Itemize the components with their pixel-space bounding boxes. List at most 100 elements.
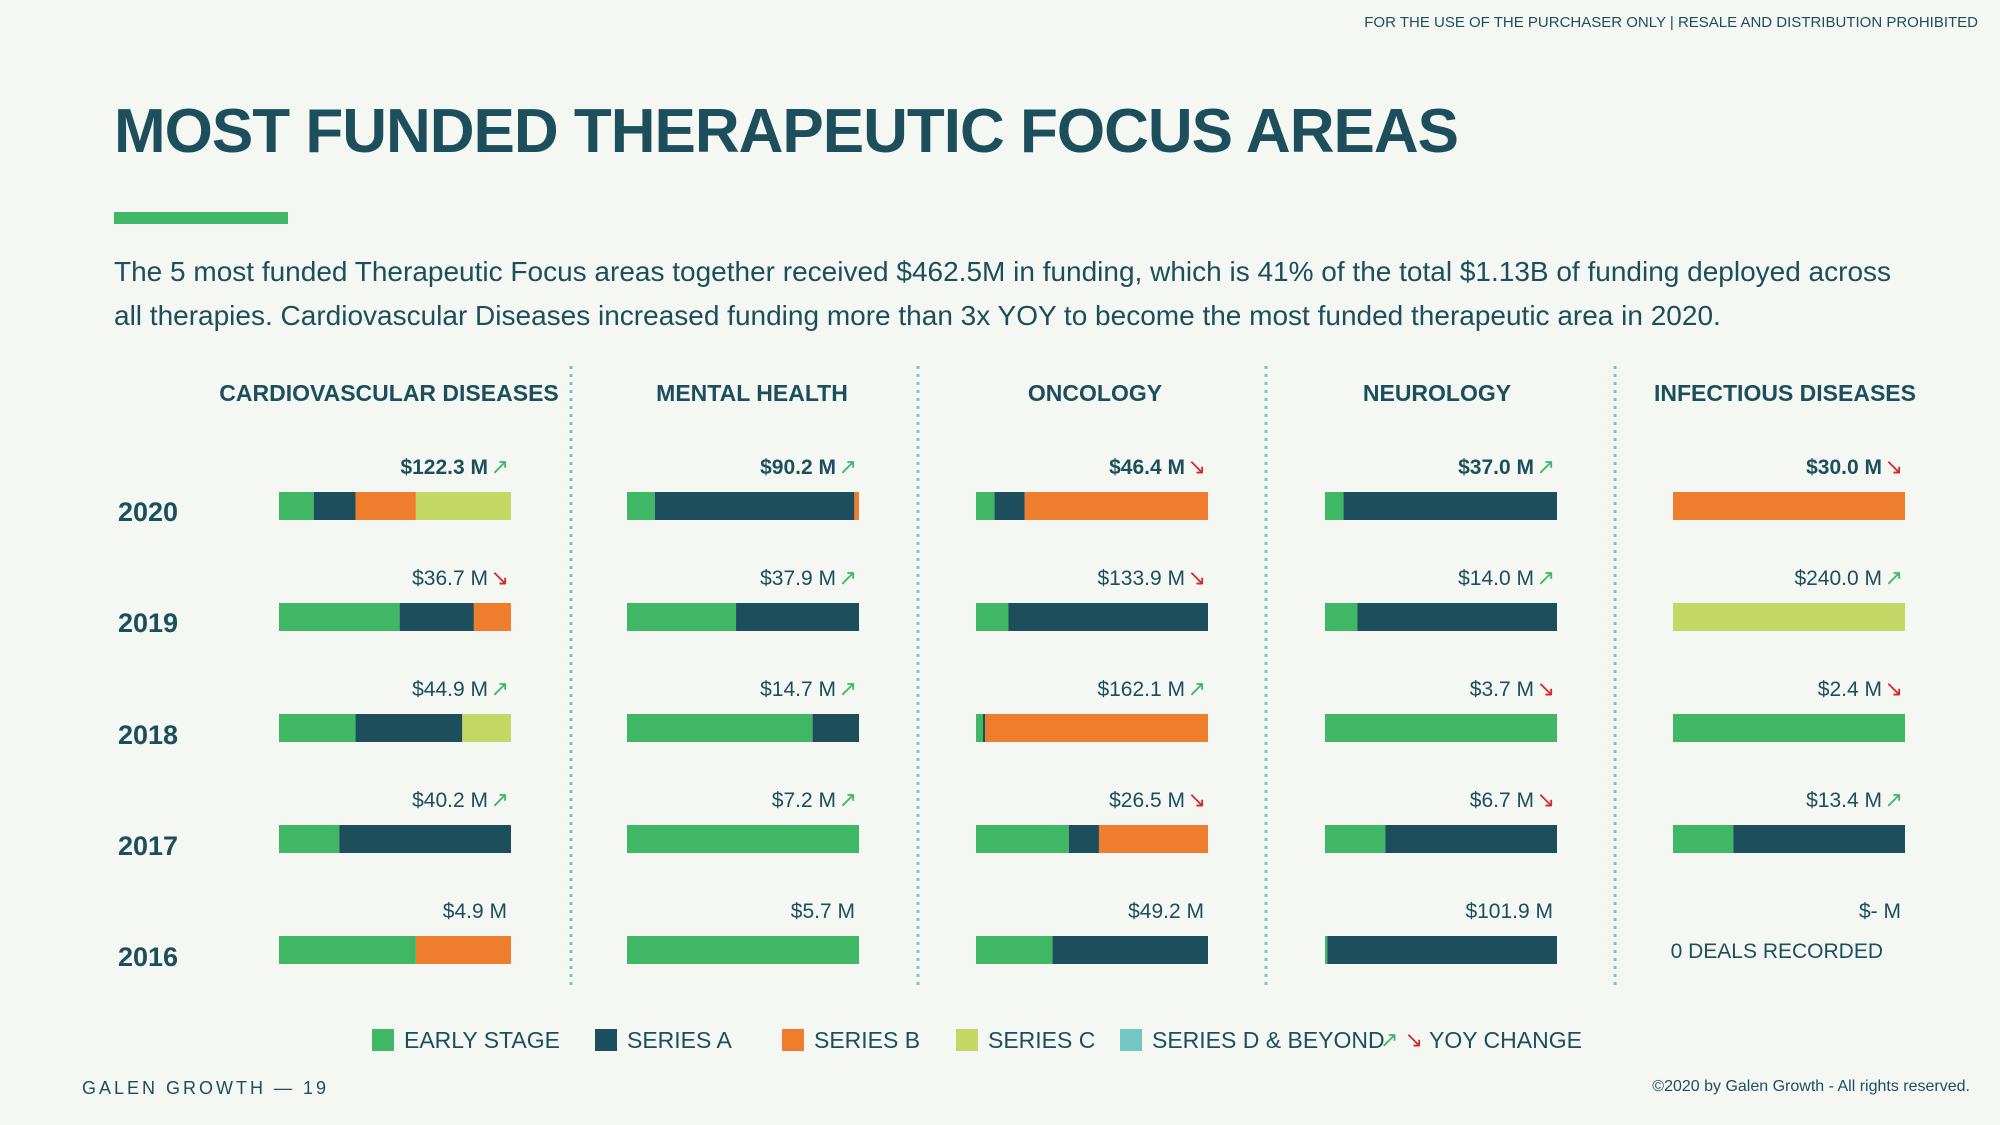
trend-up-icon: ↗ bbox=[839, 676, 857, 701]
panel-header: MENTAL HEALTH bbox=[656, 380, 848, 406]
funding-value-label: $46.4 M bbox=[1109, 456, 1185, 479]
year-label: 2018 bbox=[118, 720, 178, 750]
bar-segment-series-c bbox=[1673, 603, 1905, 631]
bar-segment-series-a bbox=[1357, 603, 1557, 631]
bar-segment-early-stage bbox=[279, 603, 400, 631]
funding-value-label: $7.2 M bbox=[772, 789, 836, 812]
bar-segment-early-stage bbox=[1325, 936, 1328, 964]
page-title: MOST FUNDED THERAPEUTIC FOCUS AREAS bbox=[114, 97, 1459, 166]
legend-label: EARLY STAGE bbox=[404, 1026, 560, 1053]
bar-segment-series-a bbox=[1385, 825, 1557, 853]
funding-value-label: $162.1 M bbox=[1097, 678, 1185, 701]
funding-value-label: $26.5 M bbox=[1109, 789, 1185, 812]
bar-segment-early-stage bbox=[976, 714, 983, 742]
no-deals-note: 0 DEALS RECORDED bbox=[1671, 940, 1883, 963]
legend-item-series-c: SERIES C bbox=[956, 1024, 1095, 1056]
trend-up-icon: ↗ bbox=[839, 565, 857, 590]
funding-value-label: $4.9 M bbox=[443, 900, 507, 923]
bar-segment-series-a bbox=[1008, 603, 1208, 631]
trend-up-icon: ↗ bbox=[1537, 454, 1555, 479]
bar-segment-series-a bbox=[1343, 492, 1557, 520]
year-label: 2019 bbox=[118, 608, 178, 638]
year-label: 2016 bbox=[118, 942, 178, 972]
legend-label: SERIES D & BEYOND bbox=[1152, 1026, 1385, 1053]
footer-brand-page: GALEN GROWTH — 19 bbox=[82, 1078, 330, 1098]
panel-header: CARDIOVASCULAR DISEASES bbox=[219, 380, 559, 406]
trend-up-icon: ↗ bbox=[491, 676, 509, 701]
bar-segment-early-stage bbox=[976, 825, 1069, 853]
funding-value-label: $- M bbox=[1859, 900, 1901, 923]
bar-segment-early-stage bbox=[1325, 825, 1386, 853]
legend-swatch bbox=[372, 1029, 394, 1051]
funding-value-label: $101.9 M bbox=[1465, 900, 1553, 923]
bar-segment-series-b bbox=[415, 936, 511, 964]
bar-segment-series-a bbox=[1733, 825, 1905, 853]
bar-segment-early-stage bbox=[627, 603, 737, 631]
bar-segment-series-a bbox=[982, 714, 986, 742]
legend-item-series-b: SERIES B bbox=[782, 1024, 920, 1056]
funding-value-label: $13.4 M bbox=[1806, 789, 1882, 812]
panel-header: NEUROLOGY bbox=[1363, 380, 1511, 406]
trend-up-icon: ↗ bbox=[1885, 565, 1903, 590]
legend-swatch bbox=[595, 1029, 617, 1051]
bar-segment-early-stage bbox=[1673, 714, 1905, 742]
funding-value-label: $133.9 M bbox=[1097, 567, 1185, 590]
funding-value-label: $6.7 M bbox=[1470, 789, 1534, 812]
trend-up-icon: ↗ bbox=[1885, 787, 1903, 812]
title-accent-bar bbox=[114, 212, 288, 224]
funding-value-label: $3.7 M bbox=[1470, 678, 1534, 701]
funding-value-label: $37.9 M bbox=[760, 567, 836, 590]
bar-segment-series-b bbox=[355, 492, 416, 520]
bar-segment-series-a bbox=[399, 603, 474, 631]
trend-up-icon: ↗ bbox=[491, 454, 509, 479]
funding-value-label: $2.4 M bbox=[1818, 678, 1882, 701]
bar-segment-series-a bbox=[1327, 936, 1557, 964]
legend-item-series-a: SERIES A bbox=[595, 1024, 732, 1056]
funding-value-label: $240.0 M bbox=[1794, 567, 1882, 590]
bar-segment-early-stage bbox=[627, 936, 859, 964]
legend-label: SERIES C bbox=[988, 1026, 1096, 1053]
bar-segment-early-stage bbox=[627, 825, 859, 853]
trend-down-icon: ↘ bbox=[491, 565, 509, 590]
bar-segment-early-stage bbox=[976, 936, 1053, 964]
trend-up-icon: ↗ bbox=[1188, 676, 1206, 701]
legend-label: YOY CHANGE bbox=[1429, 1026, 1582, 1053]
trend-up-icon: ↗ bbox=[839, 787, 857, 812]
bar-segment-early-stage bbox=[1325, 603, 1358, 631]
trend-up-icon: ↗ bbox=[1537, 565, 1555, 590]
funding-value-label: $36.7 M bbox=[412, 567, 488, 590]
bar-segment-early-stage bbox=[1325, 714, 1557, 742]
year-label: 2020 bbox=[118, 497, 178, 527]
bar-segment-series-b bbox=[1024, 492, 1208, 520]
bar-segment-series-b bbox=[854, 492, 859, 520]
funding-value-label: $30.0 M bbox=[1806, 456, 1882, 479]
legend-swatch bbox=[956, 1029, 978, 1051]
trend-down-icon: ↘ bbox=[1188, 454, 1206, 479]
bar-segment-early-stage bbox=[976, 492, 995, 520]
bar-segment-early-stage bbox=[1325, 492, 1344, 520]
bar-segment-series-b bbox=[1098, 825, 1208, 853]
bar-segment-early-stage bbox=[627, 492, 655, 520]
trend-down-icon: ↘ bbox=[1188, 565, 1206, 590]
funding-value-label: $14.7 M bbox=[760, 678, 836, 701]
trend-down-icon: ↘ bbox=[1537, 787, 1555, 812]
bar-segment-early-stage bbox=[279, 825, 340, 853]
bar-segment-series-a bbox=[654, 492, 855, 520]
arrow-down-icon: ↘ bbox=[1404, 1027, 1423, 1052]
year-label: 2017 bbox=[118, 831, 178, 861]
bar-segment-series-c bbox=[462, 714, 511, 742]
funding-value-label: $122.3 M bbox=[400, 456, 488, 479]
bar-segment-series-b bbox=[473, 603, 511, 631]
bar-segment-early-stage bbox=[976, 603, 1009, 631]
footer-copyright: ©2020 by Galen Growth - All rights reser… bbox=[1652, 1078, 1970, 1095]
arrow-up-icon: ↗ bbox=[1380, 1027, 1399, 1052]
trend-up-icon: ↗ bbox=[839, 454, 857, 479]
bar-segment-series-a bbox=[1052, 936, 1208, 964]
legend-label: SERIES A bbox=[627, 1026, 732, 1053]
legend: EARLY STAGE SERIES A SERIES B SERIES C S… bbox=[0, 1024, 2000, 1056]
bar-segment-series-a bbox=[339, 825, 511, 853]
trend-up-icon: ↗ bbox=[491, 787, 509, 812]
legend-item-early-stage: EARLY STAGE bbox=[372, 1024, 560, 1056]
legend-swatch bbox=[782, 1029, 804, 1051]
bar-segment-series-b bbox=[985, 714, 1208, 742]
